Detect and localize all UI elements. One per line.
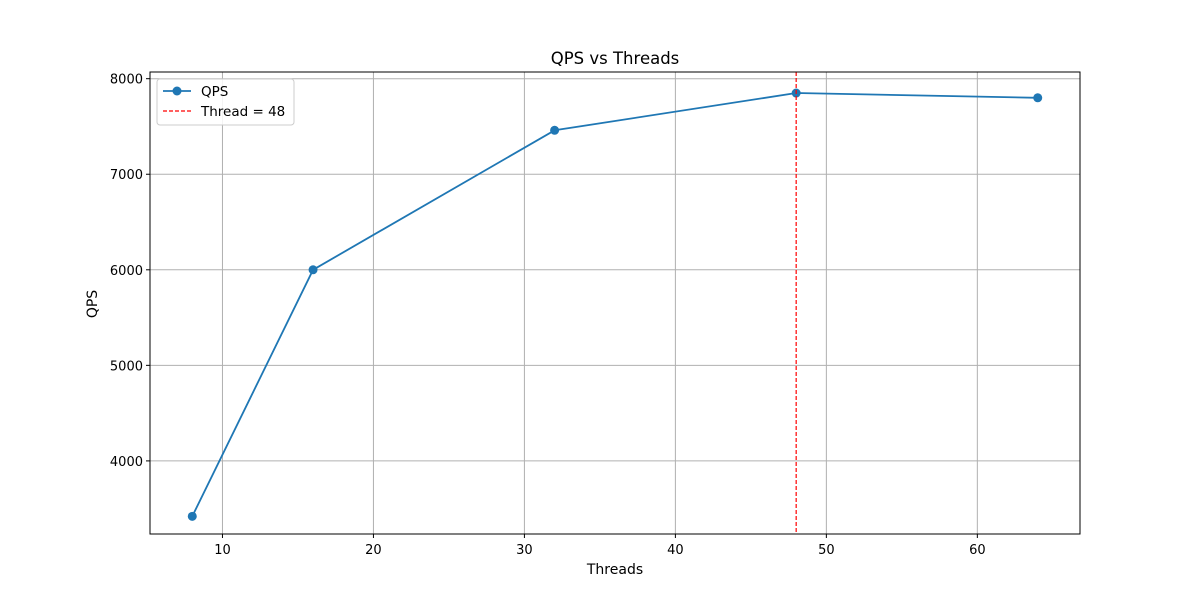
y-tick-label: 8000 bbox=[110, 73, 143, 88]
plot-frame bbox=[149, 71, 1081, 535]
y-tick-label: 4000 bbox=[110, 455, 143, 470]
legend: QPS Thread = 48 bbox=[156, 78, 295, 126]
grid bbox=[150, 72, 1080, 534]
x-tick-label: 50 bbox=[818, 543, 835, 558]
legend-threshold-label: Thread = 48 bbox=[200, 104, 285, 120]
x-tick-label: 30 bbox=[516, 543, 533, 558]
y-tick-label: 5000 bbox=[110, 359, 143, 374]
chart-title: QPS vs Threads bbox=[551, 49, 680, 68]
data-point bbox=[308, 265, 318, 275]
x-tick-label: 20 bbox=[365, 543, 382, 558]
data-layer bbox=[187, 72, 1043, 534]
x-tick-label: 10 bbox=[214, 543, 231, 558]
x-tick-label: 60 bbox=[969, 543, 986, 558]
y-axis-label: QPS bbox=[85, 290, 101, 318]
ticks: 10 20 30 40 50 60 4000 5000 6000 7000 8000 bbox=[110, 73, 986, 558]
data-point bbox=[550, 125, 560, 135]
x-axis-label: Threads bbox=[586, 562, 643, 578]
data-point bbox=[1033, 93, 1043, 103]
y-tick-label: 7000 bbox=[110, 168, 143, 183]
y-tick-label: 6000 bbox=[110, 264, 143, 279]
x-tick-label: 40 bbox=[667, 543, 684, 558]
legend-qps-label: QPS bbox=[201, 84, 228, 100]
data-point bbox=[187, 511, 197, 521]
legend-qps-marker bbox=[172, 86, 182, 96]
legend-box bbox=[156, 78, 295, 126]
